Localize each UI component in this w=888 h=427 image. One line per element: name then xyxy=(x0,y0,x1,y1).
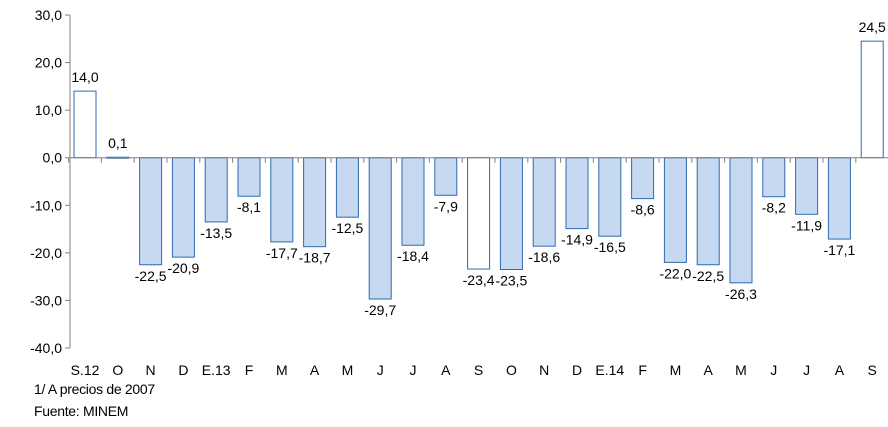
x-tick-label: E.13 xyxy=(202,362,231,378)
data-label: -13,5 xyxy=(200,225,232,241)
bar xyxy=(663,157,687,263)
data-label: -23,4 xyxy=(463,272,495,288)
data-label: -8,6 xyxy=(631,202,655,218)
x-tick-label: N xyxy=(539,362,549,378)
data-label: -26,3 xyxy=(725,286,757,302)
x-tick-label: A xyxy=(441,362,451,378)
bar xyxy=(762,157,786,198)
x-tick-label: O xyxy=(112,362,123,378)
data-label: 24,5 xyxy=(859,19,886,35)
bar xyxy=(598,157,622,237)
x-tick-label: J xyxy=(377,362,384,378)
x-tick-label: J xyxy=(410,362,417,378)
x-tick-label: F xyxy=(245,362,254,378)
data-label: -11,9 xyxy=(791,217,822,233)
y-tick-label: 20,0 xyxy=(35,55,62,71)
x-tick-label: F xyxy=(638,362,647,378)
footnote-note: 1/ A precios de 2007 xyxy=(34,381,155,397)
x-tick-label: S.12 xyxy=(71,362,100,378)
y-tick-label: -30,0 xyxy=(30,292,62,308)
bar xyxy=(303,157,327,248)
y-tick-label: 10,0 xyxy=(35,102,62,118)
bar xyxy=(795,157,819,215)
data-label: -23,5 xyxy=(495,273,527,289)
bar xyxy=(860,40,884,159)
x-tick-label: N xyxy=(146,362,156,378)
bar xyxy=(73,90,97,159)
data-label: -22,5 xyxy=(135,268,167,284)
x-tick-label: D xyxy=(178,362,188,378)
x-tick-label: S xyxy=(474,362,483,378)
data-label: -22,5 xyxy=(692,268,724,284)
bar xyxy=(827,157,851,240)
x-tick-label: A xyxy=(704,362,714,378)
x-tick-label: S xyxy=(868,362,877,378)
bar xyxy=(532,157,556,247)
x-tick-label: M xyxy=(670,362,682,378)
x-tick-label: O xyxy=(506,362,517,378)
data-label: -18,7 xyxy=(299,250,331,266)
y-tick-label: 0,0 xyxy=(43,150,63,166)
bar xyxy=(729,157,753,284)
data-label: -22,0 xyxy=(659,265,691,281)
x-tick-label: M xyxy=(735,362,747,378)
bar xyxy=(368,157,392,300)
data-label: 14,0 xyxy=(71,69,98,85)
x-tick-labels: S.12 O N D E.13 F M A M J J A S O N D E.14 F M A M J J A S xyxy=(71,362,877,378)
bar xyxy=(565,157,589,230)
bar xyxy=(696,157,720,266)
y-tick-label: -10,0 xyxy=(30,197,62,213)
bars xyxy=(73,40,884,300)
bar xyxy=(467,157,491,270)
data-label: -29,7 xyxy=(364,302,396,318)
x-tick-label: M xyxy=(276,362,288,378)
bar xyxy=(631,157,655,200)
y-tick-label: -20,0 xyxy=(30,245,62,261)
bar xyxy=(237,157,261,197)
bar xyxy=(270,157,294,243)
bar xyxy=(171,157,195,258)
data-label: -18,6 xyxy=(528,249,560,265)
data-label: -17,1 xyxy=(823,242,855,258)
bar xyxy=(499,157,523,271)
bar-chart: 30,0 20,0 10,0 0,0 -10,0 -20,0 -30,0 -40,0 14,0… xyxy=(30,7,888,378)
y-tick-label: -40,0 xyxy=(30,340,62,356)
data-label: -18,4 xyxy=(397,248,429,264)
data-label: -17,7 xyxy=(266,245,298,261)
data-label: -14,9 xyxy=(561,232,593,248)
data-label: -12,5 xyxy=(331,220,363,236)
x-tick-label: M xyxy=(342,362,354,378)
data-label: -8,1 xyxy=(237,199,261,215)
bar xyxy=(434,157,458,196)
bar xyxy=(204,157,228,223)
x-tick-label: A xyxy=(310,362,320,378)
y-axis: 30,0 20,0 10,0 0,0 -10,0 -20,0 -30,0 -40,0 xyxy=(30,7,71,356)
data-label: 0,1 xyxy=(108,135,128,151)
x-tick-label: J xyxy=(770,362,777,378)
x-tick-label: D xyxy=(572,362,582,378)
footnote-source: Fuente: MINEM xyxy=(34,403,129,419)
bar xyxy=(401,157,425,246)
data-label: -7,9 xyxy=(434,198,458,214)
data-label: -20,9 xyxy=(167,260,199,276)
x-tick-label: E.14 xyxy=(595,362,624,378)
x-tick-label: A xyxy=(835,362,845,378)
data-labels: 14,00,1-22,5 -20,9-13,5-8,1-17,7 -18,7-12,… xyxy=(71,19,886,318)
bar xyxy=(139,157,163,266)
data-label: -16,5 xyxy=(594,239,626,255)
bar xyxy=(335,157,359,218)
y-tick-label: 30,0 xyxy=(35,7,62,23)
x-axis xyxy=(68,157,888,163)
x-tick-label: J xyxy=(803,362,810,378)
data-label: -8,2 xyxy=(762,200,786,216)
